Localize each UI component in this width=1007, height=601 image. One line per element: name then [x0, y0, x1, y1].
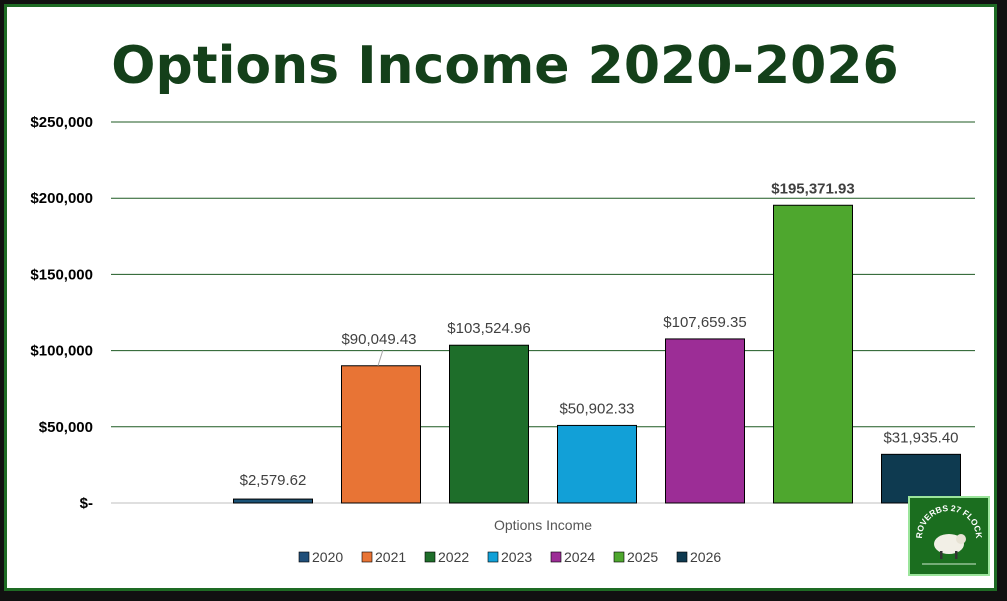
- bar: [557, 424, 637, 504]
- chart-title: Options Income 2020-2026: [111, 36, 898, 96]
- legend-swatch: [676, 551, 688, 563]
- logo: PROVERBS 27 FLOCKS: [908, 496, 990, 576]
- y-tick-label: $150,000: [30, 266, 93, 283]
- data-label: $50,902.33: [559, 400, 634, 417]
- data-label: $90,049.43: [341, 331, 416, 348]
- y-tick-label: $250,000: [30, 114, 93, 131]
- legend-entry: 2024: [564, 549, 595, 565]
- legend-swatch: [550, 551, 562, 563]
- legend-entry: 2025: [627, 549, 658, 565]
- bars: [233, 204, 961, 504]
- bar: [449, 344, 529, 504]
- legend-swatch: [613, 551, 625, 563]
- y-tick-label: $100,000: [30, 343, 93, 360]
- data-labels: $2,579.62 $90,049.43 $103,524.96 $50,902.33…: [240, 180, 959, 489]
- bar: [665, 338, 745, 504]
- bar: [233, 498, 313, 504]
- leader-line: [377, 349, 384, 366]
- data-label: $2,579.62: [240, 472, 307, 489]
- legend-swatch: [361, 551, 373, 563]
- legend-entry: 2022: [438, 549, 469, 565]
- data-label: $107,659.35: [663, 314, 746, 331]
- legend-swatch: [298, 551, 310, 563]
- bar: [341, 365, 421, 504]
- data-label: $31,935.40: [883, 429, 958, 446]
- legend-entry: 2021: [375, 549, 406, 565]
- y-tick-label: $200,000: [30, 190, 93, 207]
- sheep-icon: PROVERBS 27 FLOCKS: [910, 498, 984, 565]
- x-axis-label: Options Income: [494, 517, 592, 533]
- y-tick-label: $-: [80, 495, 93, 512]
- legend-swatch: [424, 551, 436, 563]
- legend-entry: 2026: [690, 549, 721, 565]
- y-tick-label: $50,000: [39, 419, 93, 436]
- svg-text:PROVERBS 27 FLOCKS: PROVERBS 27 FLOCKS: [910, 498, 984, 540]
- legend-entry: 2023: [501, 549, 532, 565]
- bar: [881, 453, 961, 504]
- y-axis: $- $50,000 $100,000 $150,000 $200,000 $250,00…: [30, 114, 93, 512]
- legend: 2020 2021 2022 2023 2024 2025 2026: [298, 549, 721, 565]
- legend-swatch: [487, 551, 499, 563]
- bar: [773, 204, 853, 504]
- data-label: $103,524.96: [447, 320, 530, 337]
- legend-entry: 2020: [312, 549, 343, 565]
- data-label: $195,371.93: [771, 180, 854, 197]
- logo-text: PROVERBS 27 FLOCKS: [910, 498, 984, 540]
